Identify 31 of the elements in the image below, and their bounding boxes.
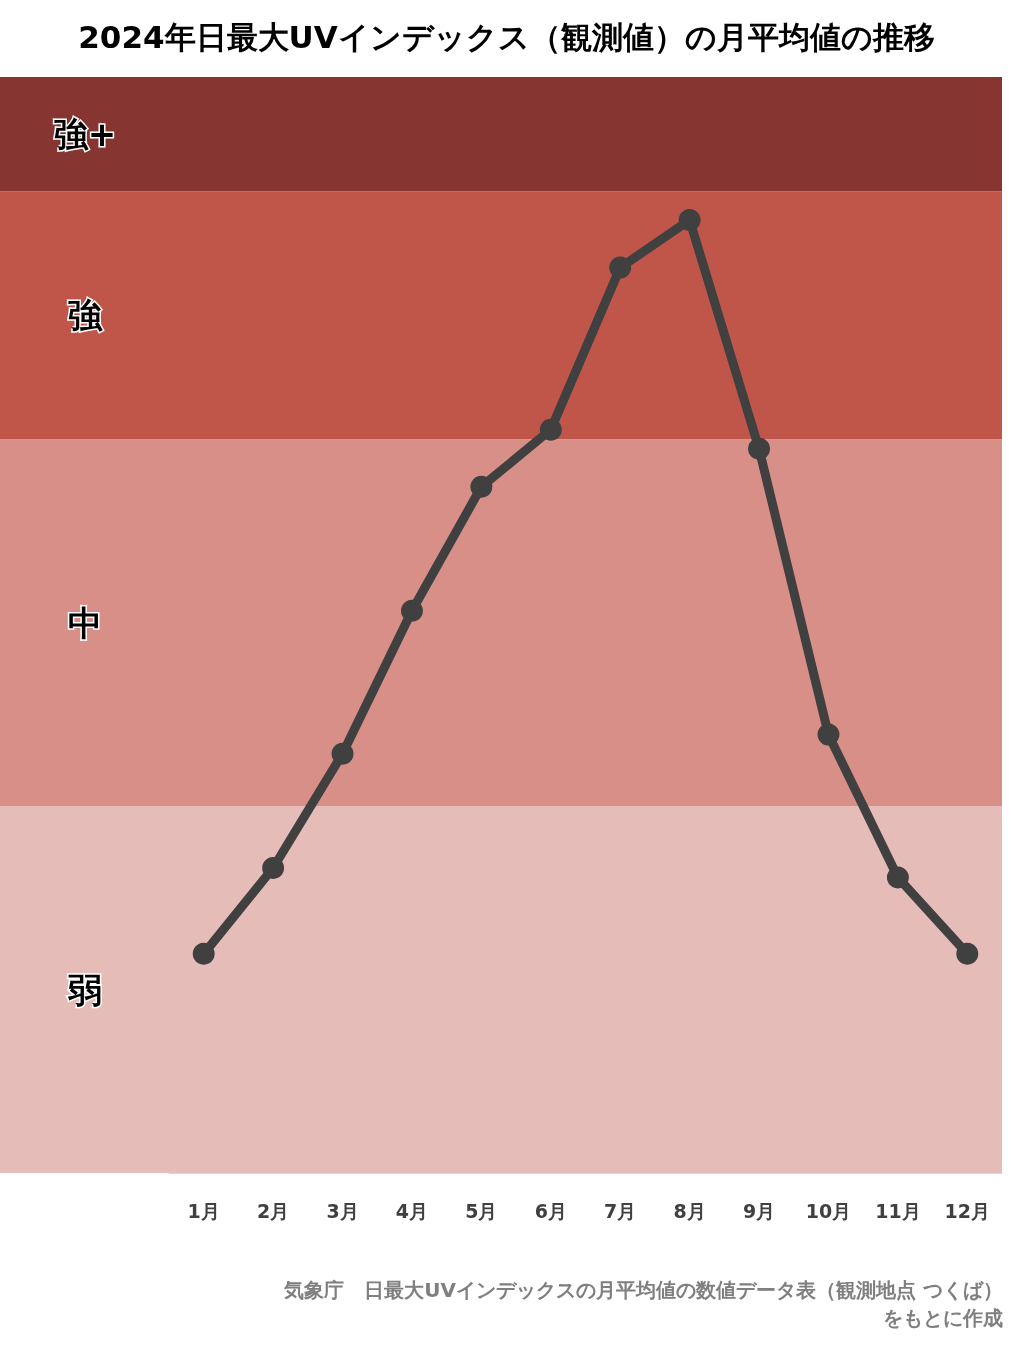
band-label: 強+ — [53, 114, 117, 155]
x-tick-label: 5月 — [465, 1199, 498, 1222]
x-tick-label: 7月 — [604, 1199, 637, 1222]
band-label: 中 — [68, 602, 102, 643]
point — [956, 942, 979, 965]
x-tick-label: 6月 — [534, 1199, 567, 1222]
x-tick-label: 4月 — [395, 1199, 429, 1222]
x-tick-label: 1月 — [187, 1199, 220, 1222]
point — [192, 942, 215, 965]
point — [817, 723, 840, 746]
point — [331, 742, 354, 765]
point — [886, 866, 909, 889]
x-tick-label: 12月 — [944, 1199, 991, 1222]
x-tick-label: 2月 — [257, 1199, 290, 1222]
x-tick-label: 3月 — [326, 1199, 359, 1222]
point — [470, 475, 493, 498]
x-tick-label: 10月 — [805, 1199, 852, 1222]
point — [539, 418, 562, 441]
band-label: 強 — [68, 295, 103, 336]
x-tick-label: 9月 — [742, 1199, 776, 1222]
text: をもとに作成 — [883, 1306, 1003, 1330]
point — [400, 599, 423, 622]
chart-title: 2024年日最大UVインデックス（観測値）の月平均値の推移 — [78, 18, 935, 55]
x-tick-label: 11月 — [875, 1199, 921, 1222]
point — [609, 256, 632, 279]
point — [678, 208, 701, 231]
point — [262, 857, 285, 880]
text: 気象庁 日最大UVインデックスの月平均値の数値データ表（観測地点 つくば） — [283, 1278, 1004, 1302]
point — [748, 437, 771, 460]
band-label: 弱 — [67, 969, 102, 1010]
x-tick-label: 8月 — [673, 1199, 706, 1222]
